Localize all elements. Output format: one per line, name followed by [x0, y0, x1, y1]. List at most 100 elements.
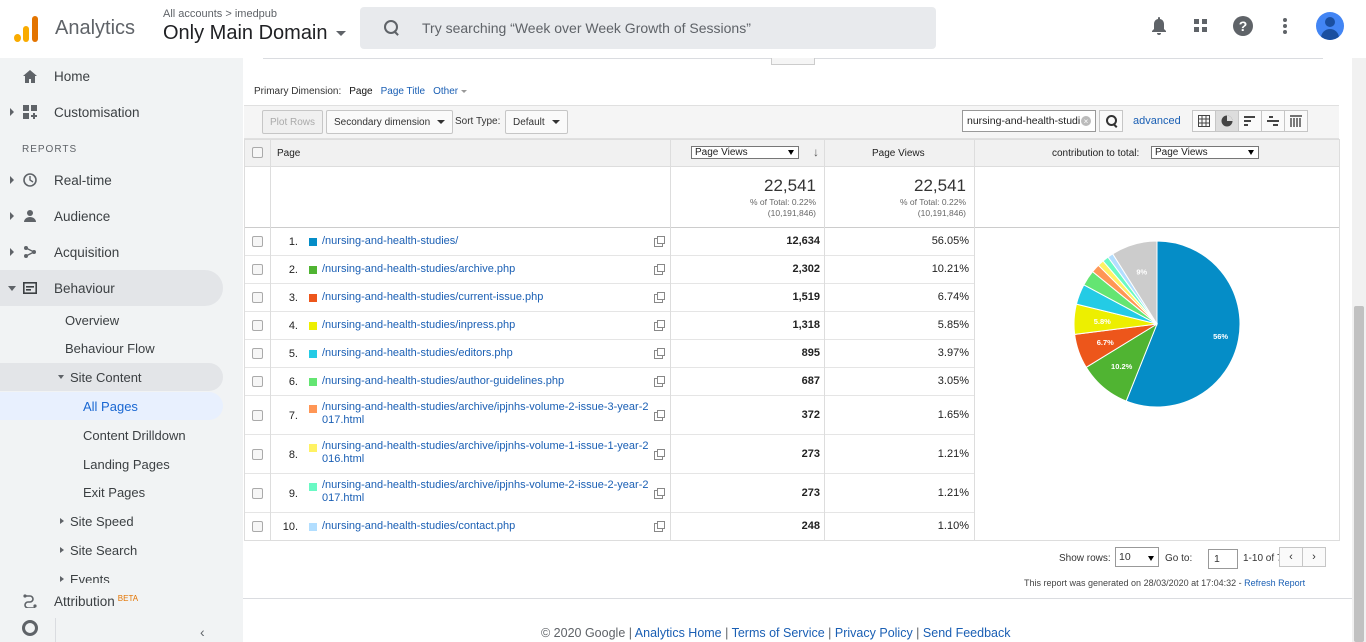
open-link-icon[interactable]: [654, 488, 665, 499]
collapse-sidebar-icon[interactable]: ‹: [200, 624, 205, 640]
open-link-icon[interactable]: [654, 449, 665, 460]
goto-input[interactable]: 1: [1208, 549, 1238, 569]
filter-search-button[interactable]: [1099, 110, 1123, 132]
row-checkbox[interactable]: [252, 376, 263, 387]
open-link-icon[interactable]: [654, 292, 665, 303]
sidebar-item-site-speed[interactable]: Site Speed: [0, 507, 223, 535]
row-number: 3.: [288, 292, 298, 304]
page-link[interactable]: /nursing-and-health-studies/archive/ipjn…: [322, 440, 649, 465]
page-link[interactable]: /nursing-and-health-studies/: [322, 235, 459, 247]
search-bar[interactable]: Try searching “Week over Week Growth of …: [360, 7, 936, 49]
sidebar-item-acquisition[interactable]: Acquisition: [0, 234, 223, 270]
open-link-icon[interactable]: [654, 376, 665, 387]
open-link-icon[interactable]: [654, 236, 665, 247]
sidebar-item-landing-pages[interactable]: Landing Pages: [0, 450, 223, 478]
page-link[interactable]: /nursing-and-health-studies/contact.php: [322, 520, 516, 532]
select-all-checkbox[interactable]: [252, 147, 263, 158]
analytics-logo[interactable]: [12, 14, 40, 42]
row-checkbox[interactable]: [252, 521, 263, 532]
analytics-home-link[interactable]: Analytics Home: [634, 626, 722, 640]
vertical-scrollbar[interactable]: [1352, 58, 1366, 642]
sidebar-item-realtime[interactable]: Real-time: [0, 162, 223, 198]
open-link-icon[interactable]: [654, 410, 665, 421]
sidebar-item-label: Behaviour: [54, 280, 115, 296]
secondary-dimension-dropdown[interactable]: Secondary dimension: [326, 110, 454, 134]
divider: [670, 139, 671, 541]
bell-icon[interactable]: [1148, 15, 1170, 37]
open-link-icon[interactable]: [654, 320, 665, 331]
comparison-view-icon[interactable]: [1261, 110, 1285, 132]
property-view-selector[interactable]: Only Main Domain: [163, 22, 346, 45]
open-link-icon[interactable]: [654, 348, 665, 359]
pie-slice[interactable]: [1112, 240, 1158, 326]
row-checkbox[interactable]: [252, 410, 263, 421]
next-page-button[interactable]: ›: [1302, 547, 1326, 567]
sidebar-item-events[interactable]: Events: [0, 565, 223, 593]
page-link[interactable]: /nursing-and-health-studies/archive.php: [322, 263, 516, 275]
dimension-other[interactable]: Other: [433, 86, 459, 97]
row-checkbox[interactable]: [252, 320, 263, 331]
sidebar-item-home[interactable]: Home: [0, 58, 223, 94]
sort-type-dropdown[interactable]: Default: [505, 110, 568, 134]
sidebar-item-behaviour-flow[interactable]: Behaviour Flow: [0, 334, 223, 362]
more-vert-icon[interactable]: [1274, 15, 1296, 37]
row-checkbox[interactable]: [252, 488, 263, 499]
expand-chart-handle[interactable]: [771, 58, 815, 65]
account-breadcrumb[interactable]: All accounts > imedpub: [163, 8, 278, 20]
col-header-page[interactable]: Page: [277, 148, 301, 159]
dimension-page[interactable]: Page: [349, 86, 373, 97]
prev-page-button[interactable]: ‹: [1279, 547, 1303, 567]
row-checkbox[interactable]: [252, 348, 263, 359]
performance-view-icon[interactable]: [1238, 110, 1262, 132]
metric-select[interactable]: Page Views: [691, 146, 799, 159]
pivot-view-icon[interactable]: [1284, 110, 1308, 132]
advanced-filter-link[interactable]: advanced: [1133, 115, 1181, 127]
open-link-icon[interactable]: [654, 521, 665, 532]
search-input[interactable]: Try searching “Week over Week Growth of …: [422, 20, 751, 36]
page-link[interactable]: /nursing-and-health-studies/archive/ipjn…: [322, 479, 649, 504]
col-header-page-views[interactable]: Page Views: [872, 148, 925, 159]
page-link[interactable]: /nursing-and-health-studies/inpress.php: [322, 319, 516, 331]
pie-slice[interactable]: [1125, 240, 1241, 408]
scrollbar-thumb[interactable]: [1354, 306, 1364, 642]
open-link-icon[interactable]: [654, 264, 665, 275]
row-checkbox[interactable]: [252, 449, 263, 460]
pie-view-icon[interactable]: [1215, 110, 1239, 132]
row-checkbox[interactable]: [252, 292, 263, 303]
dimension-page-title[interactable]: Page Title: [380, 86, 426, 97]
clear-icon[interactable]: ×: [1081, 116, 1091, 126]
row-checkbox[interactable]: [252, 264, 263, 275]
sort-type-value: Default: [513, 116, 545, 128]
account-selector[interactable]: All accounts > imedpub Only Main Domain: [163, 8, 346, 45]
terms-link[interactable]: Terms of Service: [731, 626, 825, 640]
avatar[interactable]: [1316, 12, 1344, 40]
sidebar-item-all-pages[interactable]: All Pages: [0, 392, 223, 420]
send-feedback-link[interactable]: Send Feedback: [922, 626, 1011, 640]
table-filter-input[interactable]: nursing-and-health-studi ×: [962, 110, 1096, 132]
sidebar-item-overview[interactable]: Overview: [0, 306, 223, 334]
show-rows-value: 10: [1119, 551, 1131, 563]
gear-icon[interactable]: [22, 620, 38, 636]
sidebar-item-site-search[interactable]: Site Search: [0, 536, 223, 564]
contribution-select[interactable]: Page Views: [1151, 146, 1259, 159]
sidebar-item-attribution[interactable]: Attribution BETA: [0, 583, 223, 619]
page-link[interactable]: /nursing-and-health-studies/archive/ipjn…: [322, 401, 649, 426]
table-view-icon[interactable]: [1192, 110, 1216, 132]
sidebar-item-behaviour[interactable]: Behaviour: [0, 270, 223, 306]
apps-grid-icon[interactable]: [1190, 15, 1212, 37]
sidebar-item-site-content[interactable]: Site Content: [0, 363, 223, 391]
refresh-report-link[interactable]: Refresh Report: [1244, 578, 1306, 588]
help-icon[interactable]: ?: [1232, 15, 1254, 37]
show-rows-select[interactable]: 10: [1115, 547, 1159, 567]
sort-desc-icon[interactable]: ↓: [813, 145, 819, 159]
page-link[interactable]: /nursing-and-health-studies/author-guide…: [322, 375, 565, 387]
row-checkbox[interactable]: [252, 236, 263, 247]
sidebar-item-audience[interactable]: Audience: [0, 198, 223, 234]
privacy-link[interactable]: Privacy Policy: [834, 626, 913, 640]
sidebar-item-customisation[interactable]: Customisation: [0, 94, 223, 130]
sidebar-item-exit-pages[interactable]: Exit Pages: [0, 478, 223, 506]
plot-rows-button[interactable]: Plot Rows: [262, 110, 324, 134]
sidebar-item-content-drilldown[interactable]: Content Drilldown: [0, 421, 223, 449]
page-link[interactable]: /nursing-and-health-studies/editors.php: [322, 347, 513, 359]
page-link[interactable]: /nursing-and-health-studies/current-issu…: [322, 291, 544, 303]
